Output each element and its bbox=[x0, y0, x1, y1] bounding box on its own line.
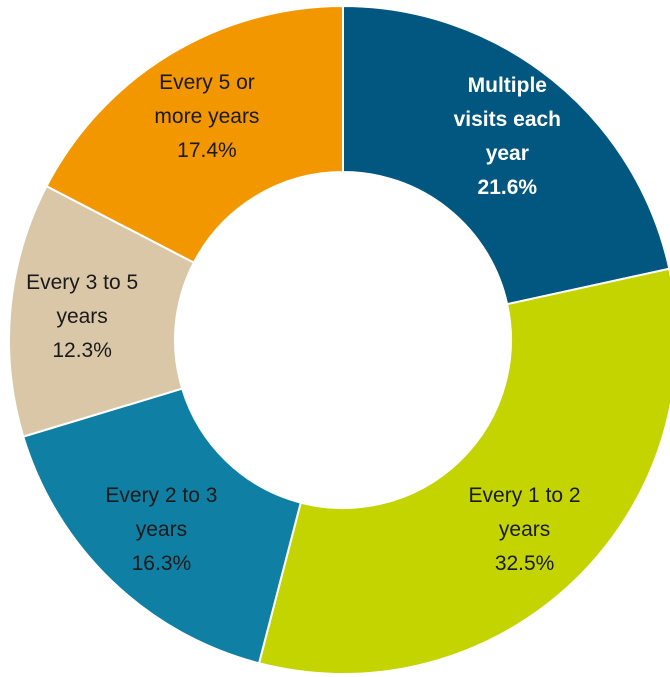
slice-category-label: visits each bbox=[454, 108, 561, 131]
slice-category-label: years bbox=[136, 518, 187, 541]
slice-label-multiple-visits-each-year: Multiple visits each year 21.6% bbox=[454, 74, 561, 199]
slice-every-5-or-more-years bbox=[45, 4, 344, 264]
slice-category-label: Every 2 to 3 bbox=[105, 484, 217, 507]
slice-value-label: 17.4% bbox=[177, 139, 237, 162]
slice-labels: Multiple visits each year 21.6% Every 1 to 2… bbox=[26, 71, 581, 575]
donut-slices bbox=[8, 4, 670, 675]
slice-category-label: years bbox=[499, 518, 550, 541]
slice-category-label: more years bbox=[154, 105, 259, 128]
slice-category-label: Every 1 to 2 bbox=[469, 484, 581, 507]
slice-value-label: 32.5% bbox=[495, 552, 555, 575]
slice-category-label: Every 5 or bbox=[159, 71, 255, 94]
slice-label-every-3-to-5-years: Every 3 to 5 years 12.3% bbox=[26, 271, 138, 362]
slice-every-1-to-2-years bbox=[257, 267, 670, 675]
slice-category-label: year bbox=[486, 142, 529, 165]
slice-category-label: Multiple bbox=[468, 74, 547, 97]
slice-multiple-visits-each-year bbox=[342, 4, 670, 306]
slice-label-every-5-or-more-years: Every 5 or more years 17.4% bbox=[154, 71, 259, 162]
slice-value-label: 16.3% bbox=[132, 552, 192, 575]
slice-category-label: years bbox=[56, 305, 107, 328]
slice-every-2-to-3-years bbox=[22, 387, 302, 665]
slice-label-every-1-to-2-years: Every 1 to 2 years 32.5% bbox=[469, 484, 581, 575]
slice-value-label: 12.3% bbox=[52, 339, 112, 362]
slice-category-label: Every 3 to 5 bbox=[26, 271, 138, 294]
slice-value-label: 21.6% bbox=[478, 176, 538, 199]
slice-label-every-2-to-3-years: Every 2 to 3 years 16.3% bbox=[105, 484, 217, 575]
